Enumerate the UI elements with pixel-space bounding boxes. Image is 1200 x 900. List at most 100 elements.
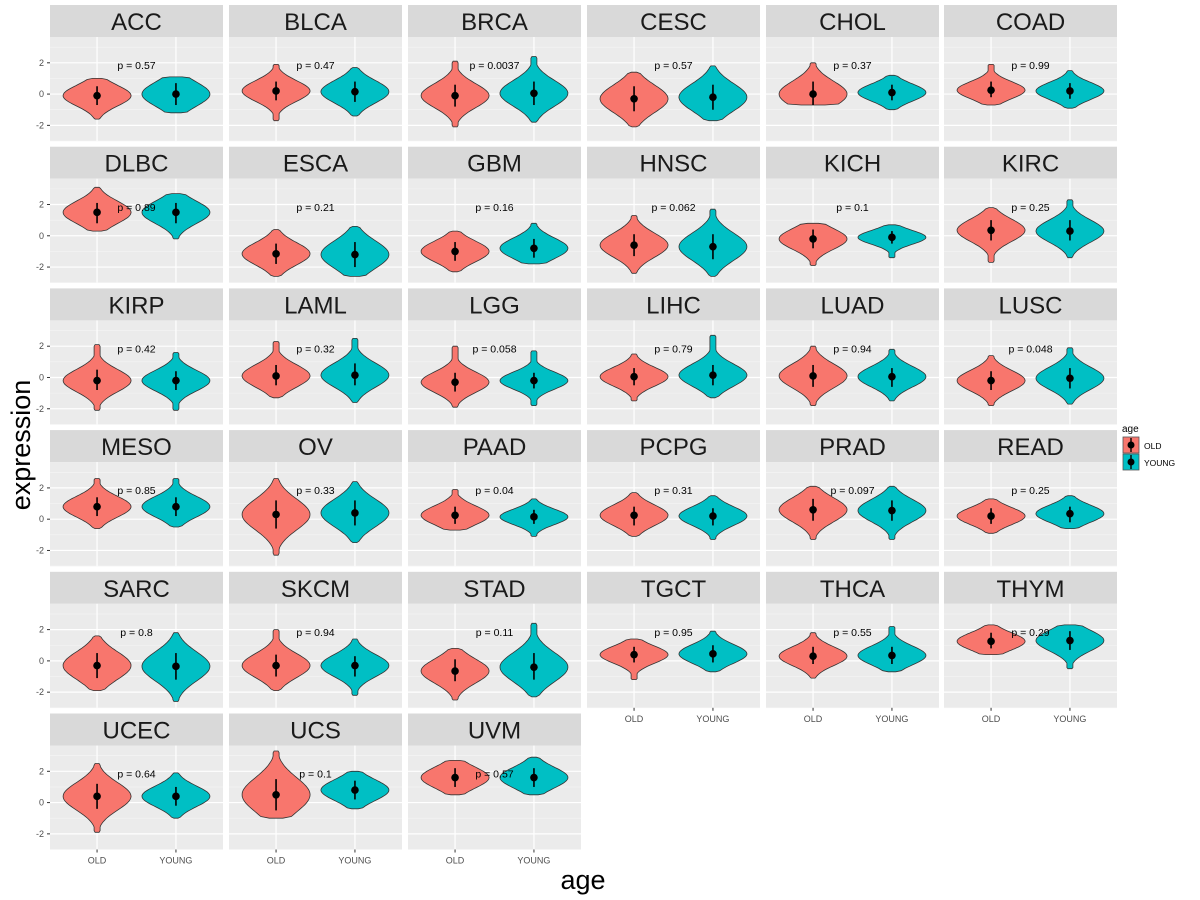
facet-strip-label: LUAD	[820, 292, 884, 319]
facet-strip-label: CESC	[640, 9, 707, 36]
p-value-label: p = 0.31	[654, 485, 692, 497]
x-tick-label: YOUNG	[159, 856, 192, 866]
facet-strip	[408, 5, 581, 37]
facet-strip	[229, 571, 402, 604]
mean-point-young	[172, 792, 180, 801]
facet-strip	[587, 288, 760, 321]
mean-point-young	[888, 372, 896, 381]
facet-strip-label: ESCA	[283, 151, 348, 178]
p-value-label: p = 0.33	[296, 485, 334, 497]
facet-panel-stad: STAD p = 0.11	[408, 571, 581, 709]
mean-point-young	[709, 93, 717, 102]
facet-strip-label: PCPG	[639, 434, 707, 461]
x-tick-label: OLD	[804, 714, 823, 724]
p-value-label: p = 0.04	[475, 485, 513, 497]
p-value-label: p = 0.57	[117, 60, 155, 72]
y-tick-label: 0	[39, 514, 44, 524]
facet-panel-cesc: CESC p = 0.57	[587, 5, 760, 142]
facet-strip-label: SKCM	[281, 576, 350, 603]
legend-title: age	[1122, 424, 1139, 435]
mean-point-old	[809, 90, 817, 98]
mean-point-young	[530, 376, 538, 385]
p-value-label: p = 0.89	[117, 202, 155, 214]
facet-strip-label: LAML	[284, 292, 347, 319]
facet-panel-luad: LUAD p = 0.94	[766, 288, 939, 425]
p-value-label: p = 0.94	[833, 343, 871, 355]
facet-strip	[587, 5, 760, 37]
p-value-label: p = 0.0037	[470, 60, 520, 72]
panel-background	[944, 603, 1117, 708]
facet-panel-chol: CHOL p = 0.37	[766, 5, 939, 142]
facet-panel-read: READ p = 0.25	[944, 430, 1117, 567]
mean-point-old	[809, 372, 817, 380]
x-tick-label: YOUNG	[875, 714, 908, 724]
facet-strip	[944, 146, 1117, 179]
y-tick-label: -2	[36, 687, 44, 697]
facet-panel-ucec: UCEC -2 0 2 OLD YOUNG p = 0.64	[36, 713, 223, 866]
mean-point-old	[451, 91, 459, 100]
mean-point-old	[93, 502, 101, 511]
facet-strip-label: LGG	[469, 292, 520, 319]
facet-panel-blca: BLCA p = 0.47	[229, 5, 402, 142]
mean-point-young	[351, 509, 359, 517]
facet-panel-kirp: KIRP -2 0 2 p = 0.42	[36, 288, 223, 425]
facet-strip	[408, 571, 581, 604]
legend-key-point	[1127, 458, 1135, 466]
x-tick-label: OLD	[267, 856, 286, 866]
p-value-label: p = 0.94	[296, 627, 334, 639]
facet-panel-kich: KICH p = 0.1	[766, 146, 939, 284]
mean-point-old	[630, 94, 638, 103]
p-value-label: p = 0.57	[475, 769, 513, 781]
y-tick-label: -2	[36, 829, 44, 839]
facet-panel-lusc: LUSC p = 0.048	[944, 288, 1117, 425]
p-value-label: p = 0.8	[120, 627, 153, 639]
facet-strip	[587, 146, 760, 179]
facet-strip-label: LUSC	[998, 292, 1062, 319]
facet-panel-pcpg: PCPG p = 0.31	[587, 430, 760, 567]
y-tick-label: 2	[39, 625, 44, 635]
facet-strip-label: THYM	[997, 576, 1065, 603]
facet-strip	[944, 571, 1117, 604]
p-value-label: p = 0.85	[117, 485, 155, 497]
facet-panel-sarc: SARC -2 0 2 p = 0.8	[36, 571, 223, 709]
mean-point-young	[351, 87, 359, 96]
y-tick-label: 2	[39, 58, 44, 68]
facet-panel-brca: BRCA p = 0.0037	[408, 5, 581, 142]
facet-panel-paad: PAAD p = 0.04	[408, 430, 581, 567]
mean-point-old	[809, 652, 817, 660]
p-value-label: p = 0.11	[476, 627, 514, 639]
y-tick-label: 0	[39, 231, 44, 241]
p-value-label: p = 0.21	[296, 202, 334, 214]
mean-point-young	[709, 242, 717, 251]
p-value-label: p = 0.29	[1011, 627, 1049, 639]
mean-point-young	[888, 506, 896, 515]
mean-point-young	[530, 89, 538, 98]
y-tick-label: -2	[36, 404, 44, 414]
mean-point-old	[272, 87, 280, 95]
facet-strip-label: UCS	[290, 718, 341, 745]
panel-background	[408, 745, 581, 850]
mean-point-old	[987, 376, 995, 385]
facet-strip	[766, 430, 939, 463]
y-tick-label: 0	[39, 372, 44, 382]
x-axis-title: age	[560, 865, 605, 895]
facet-strip-label: READ	[997, 434, 1064, 461]
facet-strip-label: PRAD	[819, 434, 886, 461]
facet-strip	[229, 5, 402, 37]
facet-strip-label: OV	[298, 434, 333, 461]
facet-panel-esca: ESCA p = 0.21	[229, 146, 402, 284]
mean-point-young	[888, 651, 896, 660]
mean-point-old	[272, 790, 280, 799]
facet-strip	[766, 571, 939, 604]
mean-point-old	[451, 511, 459, 520]
facet-panel-dlbc: DLBC -2 0 2 p = 0.89	[36, 146, 223, 284]
mean-point-old	[93, 208, 101, 217]
panel-background	[587, 178, 760, 283]
facet-panel-prad: PRAD p = 0.097	[766, 430, 939, 567]
facet-strip-label: UCEC	[102, 718, 170, 745]
facet-strip-label: TGCT	[641, 576, 707, 603]
p-value-label: p = 0.47	[296, 60, 334, 72]
mean-point-young	[172, 90, 180, 98]
facet-strip	[766, 288, 939, 321]
